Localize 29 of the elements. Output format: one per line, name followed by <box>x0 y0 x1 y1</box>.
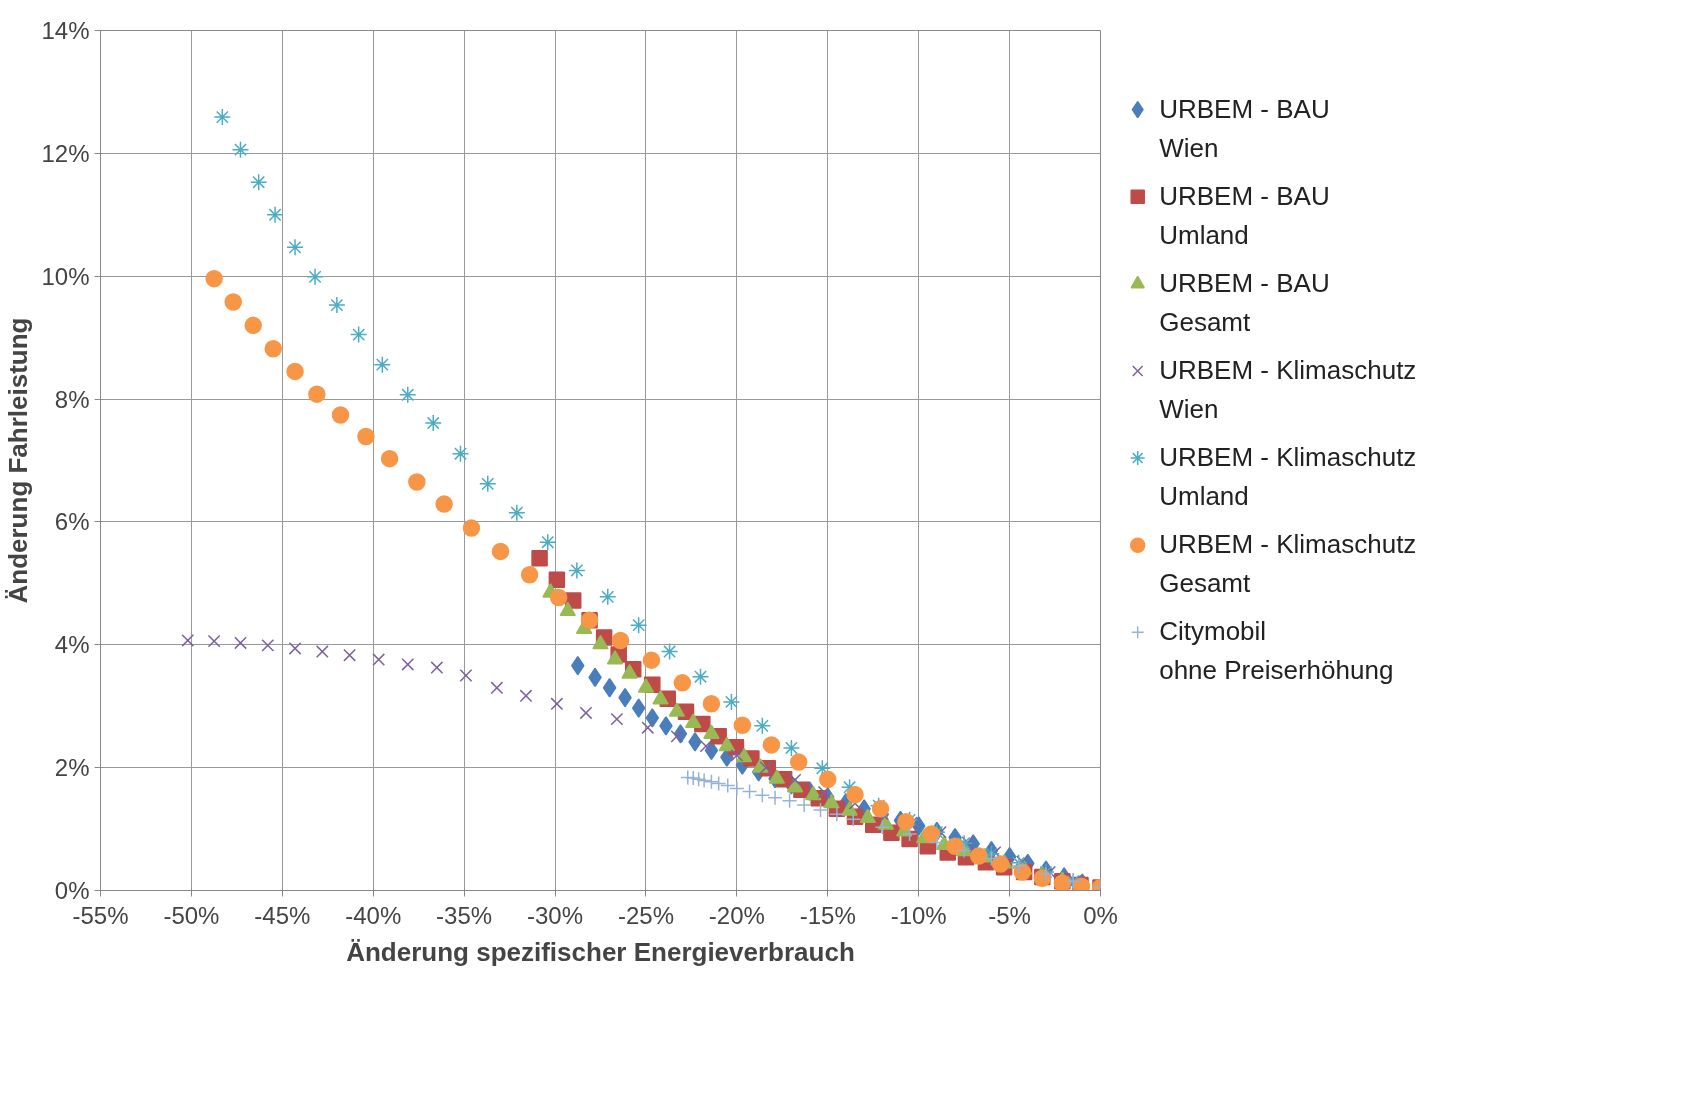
y-tick-label: 4% <box>54 631 90 659</box>
x-tick-label: -10% <box>890 901 947 929</box>
y-tick-label: 12% <box>41 139 90 167</box>
legend-label: URBEM - BAU Wien <box>1159 93 1330 163</box>
x-tick-label: 0% <box>1083 901 1118 929</box>
y-tick-label: 2% <box>54 754 90 782</box>
x-tick-label: -40% <box>345 901 402 929</box>
y-tick-label: 6% <box>54 508 90 536</box>
x-tick-label: -30% <box>527 901 584 929</box>
y-axis-title: Änderung Fahrleistung <box>3 317 34 604</box>
x-axis-title: Änderung spezifischer Energieverbrauch <box>346 936 855 967</box>
x-tick-label: -50% <box>163 901 220 929</box>
legend-label: URBEM - Klimaschutz Umland <box>1159 442 1417 512</box>
legend-label: Citymobil ohne Preiserhöhung <box>1159 616 1394 686</box>
legend-label: URBEM - Klimaschutz Gesamt <box>1159 529 1417 599</box>
x-tick-label: -15% <box>799 901 856 929</box>
x-tick-label: -5% <box>988 901 1031 929</box>
x-tick-label: -55% <box>72 901 129 929</box>
x-tick-label: -20% <box>708 901 765 929</box>
y-tick-label: 10% <box>41 262 90 290</box>
x-tick-label: -25% <box>617 901 674 929</box>
y-tick-label: 14% <box>41 17 90 44</box>
legend-label: URBEM - BAU Gesamt <box>1159 267 1330 337</box>
y-tick-label: 0% <box>54 877 90 904</box>
legend-label: URBEM - Klimaschutz Wien <box>1159 354 1417 424</box>
x-tick-label: -45% <box>254 901 311 929</box>
y-tick-label: 8% <box>54 385 90 413</box>
legend-label: URBEM - BAU Umland <box>1159 180 1330 250</box>
x-tick-label: -35% <box>436 901 493 929</box>
